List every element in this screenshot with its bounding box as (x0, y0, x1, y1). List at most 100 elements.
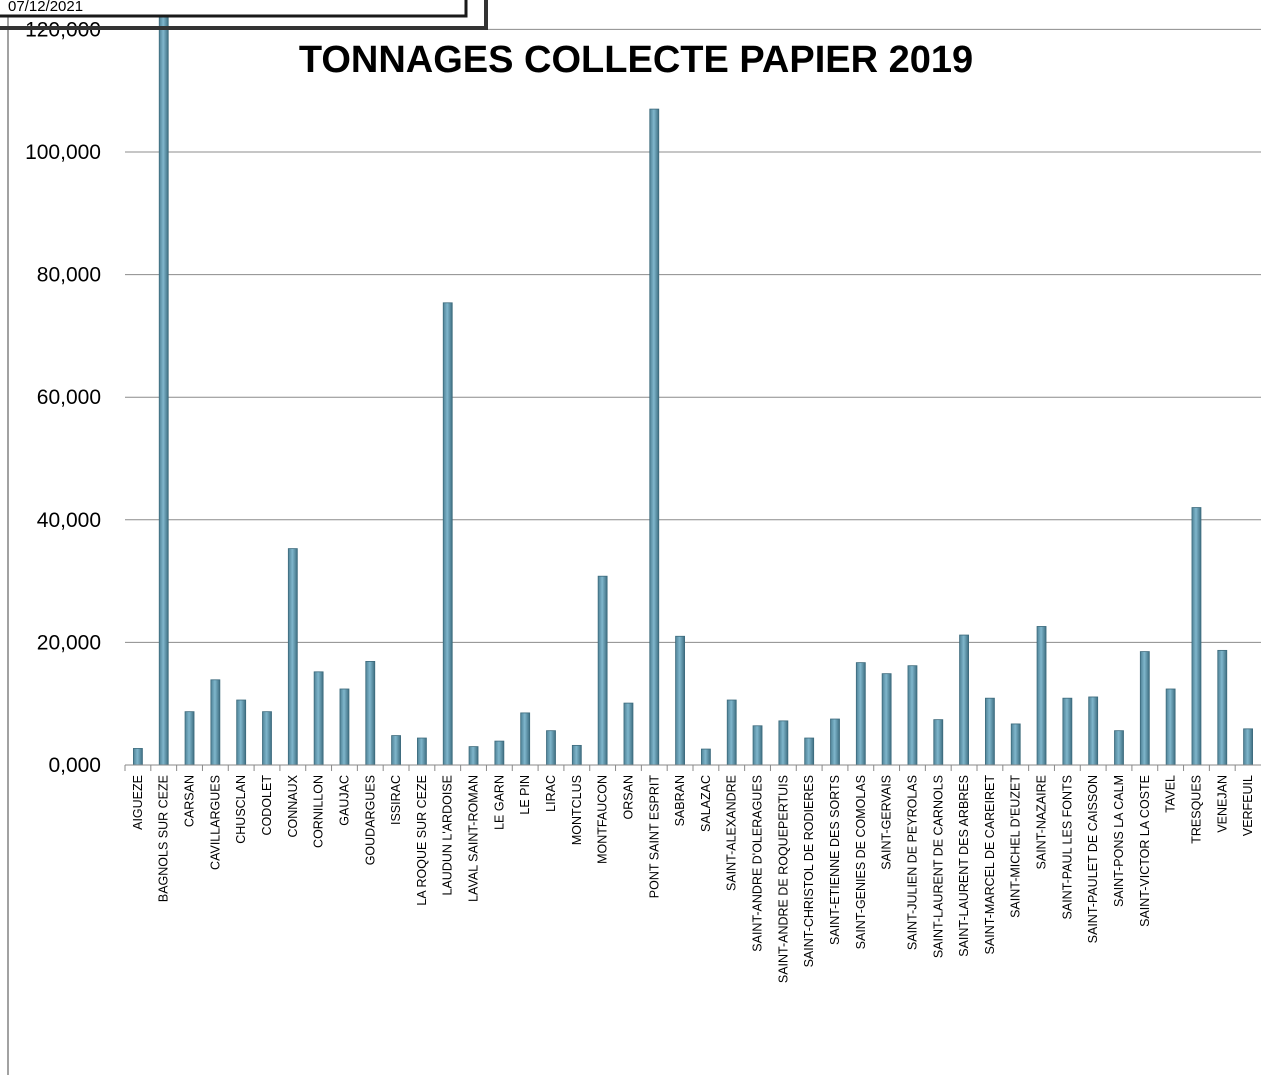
bar (597, 575, 608, 766)
x-category-label: BAGNOLS SUR CEZE (157, 775, 171, 902)
x-category-label: SAINT-PONS LA CALM (1112, 775, 1126, 907)
x-category-label: CHUSCLAN (234, 775, 248, 844)
bar (1010, 723, 1021, 766)
bar (546, 730, 556, 766)
bar (210, 679, 221, 766)
y-tick-label: 60,000 (37, 386, 101, 409)
bar (313, 671, 324, 766)
x-category-label: SAINT-ALEXANDRE (725, 775, 739, 891)
bar (417, 737, 427, 766)
y-tick-label: 100,000 (25, 141, 101, 164)
bar (907, 665, 918, 766)
x-category-label: SAINT-LAURENT DES ARBRES (957, 775, 971, 957)
x-category-label: SAINT-MICHEL D'EUZET (1009, 775, 1023, 918)
x-category-label: GOUDARGUES (363, 775, 377, 865)
x-category-label: SAINT-ANDRE DE ROQUEPERTUIS (776, 775, 790, 983)
bar (442, 302, 453, 766)
x-category-label: SABRAN (673, 775, 687, 826)
bar (933, 719, 944, 766)
y-axis-ticks: 0,00020,00040,00060,00080,000100,000120,… (25, 18, 101, 777)
bar (365, 661, 376, 766)
bar (752, 725, 763, 766)
x-category-label: TAVEL (1164, 775, 1178, 813)
bar (778, 720, 789, 766)
bar (184, 711, 195, 766)
bars (124, 0, 1253, 771)
x-category-label: CODOLET (260, 775, 274, 836)
x-category-label: MONTCLUS (570, 775, 584, 845)
cut-box: 07/12/2021 (0, 0, 488, 30)
bar (855, 662, 866, 766)
bar (623, 702, 634, 766)
x-category-label: PONT SAINT ESPRIT (647, 775, 661, 899)
x-category-label: ORSAN (621, 775, 635, 819)
x-category-label: LIRAC (544, 775, 558, 812)
x-category-label: SAINT-PAUL LES FONTS (1060, 775, 1074, 919)
bar (571, 744, 582, 766)
bar (1243, 728, 1253, 766)
bar (701, 748, 711, 766)
x-category-label: MONTFAUCON (596, 775, 610, 864)
x-category-label: SAINT-MARCEL DE CAREIRET (983, 775, 997, 955)
bar (133, 748, 143, 766)
chart-title: TONNAGES COLLECTE PAPIER 2019 (299, 39, 973, 81)
x-category-label: TRESQUES (1189, 775, 1203, 844)
bar (262, 711, 272, 766)
bar (1217, 649, 1228, 766)
x-category-label: CORNILLON (312, 775, 326, 848)
x-axis-labels: AIGUEZE BAGNOLS SUR CEZE CARSAN CAVILLARGUE… (131, 774, 1255, 983)
bar (1036, 626, 1047, 766)
x-category-label: LA ROQUE SUR CEZE (415, 775, 429, 906)
bar (1114, 730, 1124, 766)
x-category-label: SAINT-ETIENNE DES SORTS (828, 775, 842, 945)
bar (1088, 696, 1099, 766)
x-category-label: SAINT-GERVAIS (880, 775, 894, 870)
x-category-label: CONNAUX (286, 774, 300, 837)
bar (158, 0, 169, 766)
bar (726, 699, 737, 766)
bar (985, 697, 995, 766)
x-category-label: LE GARN (492, 775, 506, 830)
bar (1191, 507, 1202, 766)
bar (236, 699, 247, 766)
x-category-label: SAINT-NAZAIRE (1035, 775, 1049, 869)
y-tick-label: 0,000 (48, 754, 101, 777)
bar (494, 740, 505, 766)
bar (830, 718, 840, 766)
x-category-label: GAUJAC (337, 775, 351, 826)
x-category-label: SAINT-PAULET DE CAISSON (1086, 775, 1100, 943)
bar (649, 108, 660, 766)
bar (287, 548, 298, 766)
x-category-label: SALAZAC (699, 775, 713, 832)
bar (675, 635, 685, 766)
cut-date-label: 07/12/2021 (8, 0, 83, 15)
bar (391, 735, 401, 766)
x-category-label: SAINT-ANDRE D'OLERAGUES (751, 775, 765, 952)
x-category-label: SAINT-LAURENT DE CARNOLS (931, 775, 945, 958)
bar (520, 712, 531, 766)
bar (1062, 697, 1073, 766)
x-category-label: SAINT-VICTOR LA COSTE (1138, 775, 1152, 927)
y-tick-label: 20,000 (37, 631, 101, 654)
bar (881, 673, 892, 766)
x-category-label: CAVILLARGUES (208, 775, 222, 870)
x-category-label: CARSAN (183, 775, 197, 827)
x-category-label: LE PIN (518, 775, 532, 815)
x-category-label: VENEJAN (1215, 775, 1229, 833)
x-category-label: SAINT-JULIEN DE PEYROLAS (905, 775, 919, 950)
bar (1139, 651, 1150, 766)
x-category-label: ISSIRAC (389, 775, 403, 825)
x-category-label: VERFEUIL (1241, 775, 1255, 836)
bar (959, 634, 969, 766)
x-category-label: LAUDUN L'ARDOISE (441, 775, 455, 895)
bar (339, 688, 350, 766)
bar (1165, 688, 1176, 766)
x-category-label: SAINT-CHRISTOL DE RODIERES (802, 775, 816, 967)
x-category-label: AIGUEZE (131, 775, 145, 830)
y-tick-label: 80,000 (37, 264, 101, 287)
bar (468, 746, 479, 766)
x-category-label: LAVAL SAINT-ROMAN (467, 775, 481, 902)
bar (804, 737, 815, 766)
